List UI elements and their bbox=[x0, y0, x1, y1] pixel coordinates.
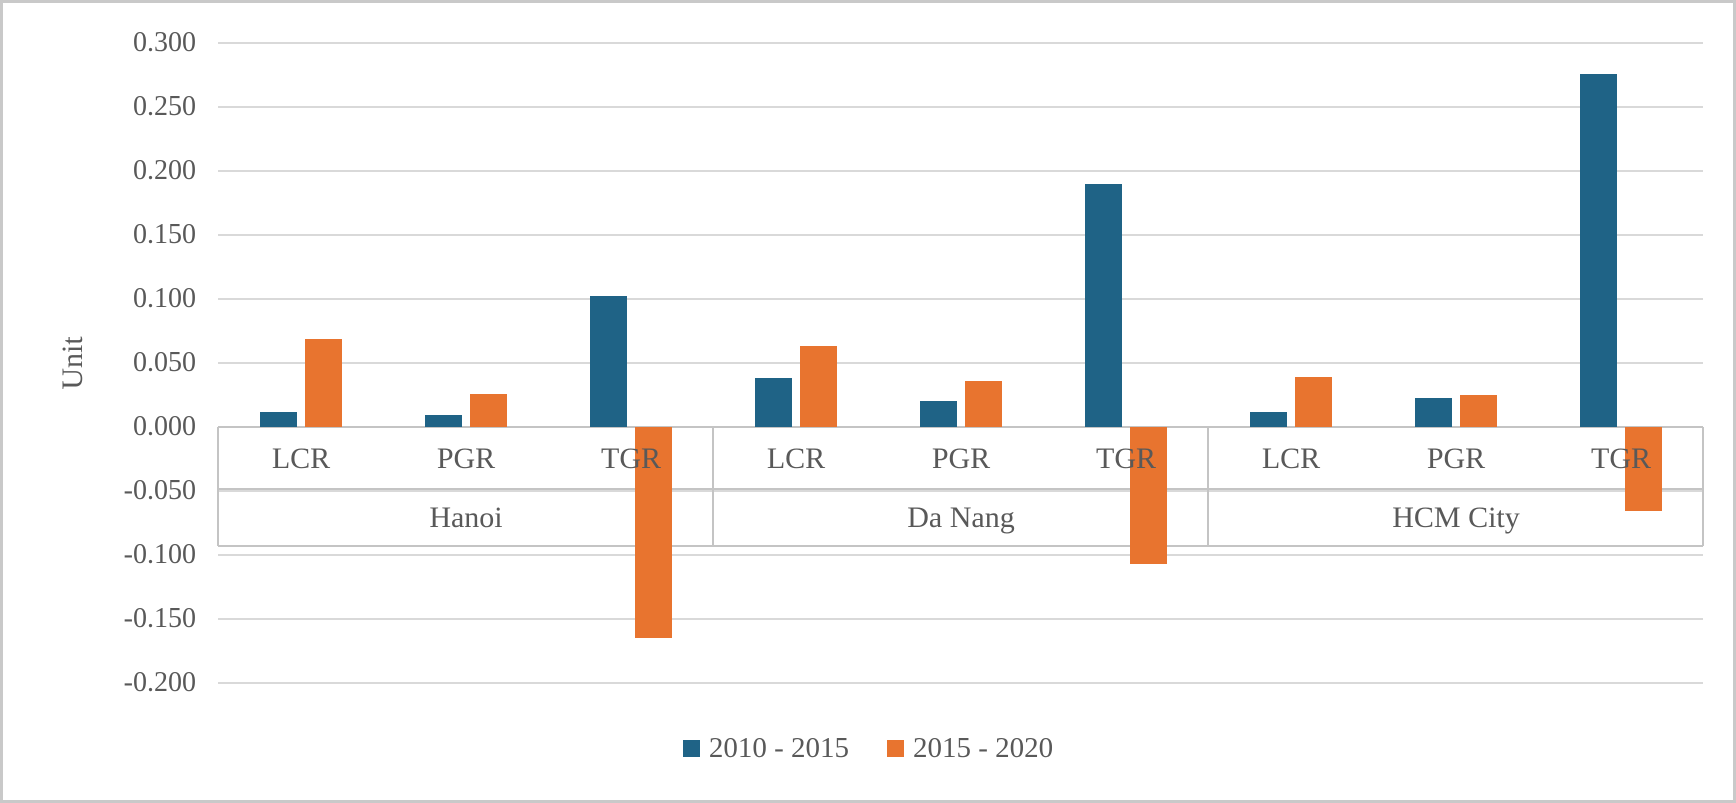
y-axis-tick-label: 0.250 bbox=[133, 91, 196, 122]
gridline-0.050 bbox=[218, 362, 1703, 364]
band-border-bottom bbox=[218, 545, 1703, 547]
legend-label-2010-2015: 2010 - 2015 bbox=[708, 732, 849, 764]
bar-hanoi-lcr-2010-2015 bbox=[260, 412, 297, 427]
gridline--0.050 bbox=[218, 490, 1703, 492]
group-label-hcm-city: HCM City bbox=[1392, 501, 1520, 534]
band-row-separator bbox=[218, 488, 1703, 490]
category-label-hcm-city-pgr: PGR bbox=[1426, 442, 1486, 475]
category-label-da-nang-lcr: LCR bbox=[766, 442, 826, 475]
legend-swatch-2015-2020 bbox=[887, 739, 904, 757]
gridline-0.300 bbox=[218, 42, 1703, 44]
gridline--0.100 bbox=[218, 554, 1703, 556]
group-label-hanoi: Hanoi bbox=[429, 501, 503, 534]
y-axis-tick-label: -0.150 bbox=[123, 603, 196, 634]
band-group-divider bbox=[217, 427, 219, 546]
gridline--0.150 bbox=[218, 618, 1703, 620]
bar-hcm-city-tgr-2015-2020 bbox=[1625, 427, 1662, 511]
legend-item-2015-2020: 2015 - 2020 bbox=[887, 731, 1053, 765]
legend: 2010 - 2015 2015 - 2020 bbox=[3, 731, 1733, 765]
bar-hcm-city-lcr-2010-2015 bbox=[1250, 412, 1287, 427]
gridline-0.250 bbox=[218, 106, 1703, 108]
gridline-0.150 bbox=[218, 234, 1703, 236]
y-axis-tick-label: 0.050 bbox=[133, 347, 196, 378]
category-label-hanoi-pgr: PGR bbox=[436, 442, 496, 475]
band-group-divider bbox=[712, 427, 714, 546]
bar-hcm-city-pgr-2010-2015 bbox=[1415, 398, 1452, 427]
bar-da-nang-tgr-2010-2015 bbox=[1085, 184, 1122, 427]
bar-hcm-city-pgr-2015-2020 bbox=[1460, 395, 1497, 427]
bar-da-nang-pgr-2010-2015 bbox=[920, 401, 957, 427]
plot-area: 0.300 0.250 0.200 0.150 0.100 0.050 0.000 -0.05… bbox=[3, 3, 1733, 800]
bar-hanoi-lcr-2015-2020 bbox=[305, 339, 342, 427]
y-axis-tick-label: -0.100 bbox=[123, 539, 196, 570]
y-axis-tick-label: 0.300 bbox=[133, 27, 196, 58]
gridline-0.200 bbox=[218, 170, 1703, 172]
legend-label-2015-2020: 2015 - 2020 bbox=[913, 732, 1054, 764]
bar-hanoi-pgr-2015-2020 bbox=[470, 394, 507, 427]
category-label-hcm-city-tgr: TGR bbox=[1591, 442, 1651, 475]
bar-da-nang-lcr-2015-2020 bbox=[800, 346, 837, 427]
band-border-top bbox=[218, 426, 1703, 428]
y-axis-tick-label: -0.050 bbox=[123, 475, 196, 506]
bar-da-nang-tgr-2015-2020 bbox=[1130, 427, 1167, 564]
bar-hanoi-pgr-2010-2015 bbox=[425, 415, 462, 427]
bar-hanoi-tgr-2010-2015 bbox=[590, 296, 627, 427]
bar-hcm-city-tgr-2010-2015 bbox=[1580, 74, 1617, 427]
legend-swatch-2010-2015 bbox=[682, 739, 700, 757]
bar-hcm-city-lcr-2015-2020 bbox=[1295, 377, 1332, 427]
category-label-hanoi-tgr: TGR bbox=[601, 442, 661, 475]
category-label-da-nang-pgr: PGR bbox=[931, 442, 991, 475]
bar-hanoi-tgr-2015-2020 bbox=[635, 427, 672, 638]
category-label-hanoi-lcr: LCR bbox=[271, 442, 331, 475]
y-axis-tick-label: -0.200 bbox=[123, 667, 196, 698]
gridline-0.100 bbox=[218, 298, 1703, 300]
band-group-divider bbox=[1702, 427, 1704, 546]
bar-da-nang-pgr-2015-2020 bbox=[965, 381, 1002, 427]
y-axis-tick-label: 0.150 bbox=[133, 219, 196, 250]
bar-da-nang-lcr-2010-2015 bbox=[755, 378, 792, 427]
band-group-divider bbox=[1207, 427, 1209, 546]
y-axis-tick-label: 0.200 bbox=[133, 155, 196, 186]
y-axis-tick-label: 0.100 bbox=[133, 283, 196, 314]
category-label-da-nang-tgr: TGR bbox=[1096, 442, 1156, 475]
group-label-da-nang: Da Nang bbox=[907, 501, 1015, 534]
category-label-hcm-city-lcr: LCR bbox=[1261, 442, 1321, 475]
legend-item-2010-2015: 2010 - 2015 bbox=[682, 731, 849, 765]
y-axis-tick-label: 0.000 bbox=[133, 411, 196, 442]
gridline--0.200 bbox=[218, 682, 1703, 684]
